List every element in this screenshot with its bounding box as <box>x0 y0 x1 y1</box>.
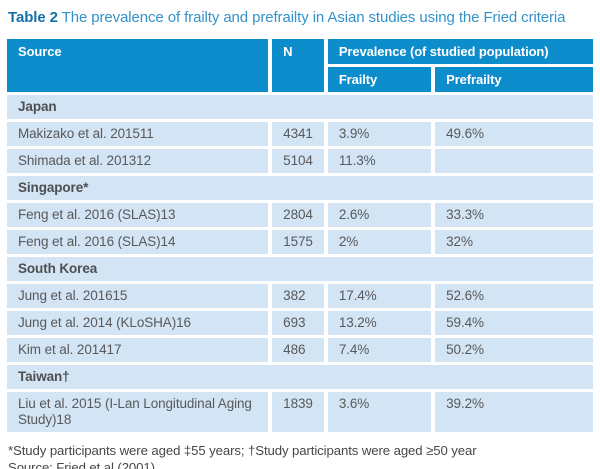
cell-frailty: 3.6% <box>327 392 432 432</box>
table-row: Liu et al. 2015 (I-Lan Longitudinal Agin… <box>7 392 593 432</box>
cell-n: 1575 <box>272 230 324 254</box>
cell-frailty: 3.9% <box>327 122 432 146</box>
cell-frailty: 2% <box>327 230 432 254</box>
section-label: Japan <box>7 95 593 119</box>
cell-prefrailty: 52.6% <box>435 284 593 308</box>
cell-source: Jung et al. 201615 <box>7 284 269 308</box>
col-header-n: N <box>272 39 324 92</box>
cell-source: Jung et al. 2014 (KLoSHA)16 <box>7 311 269 335</box>
table-row: Feng et al. 2016 (SLAS)13 2804 2.6% 33.3% <box>7 203 593 227</box>
header-row-sub: Frailty Prefrailty <box>7 67 593 92</box>
section-row: South Korea <box>7 257 593 281</box>
cell-source: Liu et al. 2015 (I-Lan Longitudinal Agin… <box>7 392 269 432</box>
footnote-age-criteria: *Study participants were aged ‡55 years;… <box>8 443 477 458</box>
footnotes: *Study participants were aged ‡55 years;… <box>8 442 593 469</box>
cell-source: Kim et al. 201417 <box>7 338 269 362</box>
table-row: Feng et al. 2016 (SLAS)14 1575 2% 32% <box>7 230 593 254</box>
col-header-prefrailty: Prefrailty <box>435 67 593 92</box>
table-row: Kim et al. 201417 486 7.4% 50.2% <box>7 338 593 362</box>
header-row-top: Source N Prevalence (of studied populati… <box>7 39 593 92</box>
table-row: Makizako et al. 201511 4341 3.9% 49.6% <box>7 122 593 146</box>
col-header-frailty: Frailty <box>327 67 432 92</box>
cell-prefrailty: 33.3% <box>435 203 593 227</box>
section-row: Japan <box>7 95 593 119</box>
cell-frailty: 2.6% <box>327 203 432 227</box>
cell-prefrailty: 50.2% <box>435 338 593 362</box>
cell-n: 2804 <box>272 203 324 227</box>
table-row: Jung et al. 201615 382 17.4% 52.6% <box>7 284 593 308</box>
section-label: Taiwan† <box>7 365 593 389</box>
table-caption: Table 2 The prevalence of frailty and pr… <box>8 9 593 27</box>
table-body: Japan Makizako et al. 201511 4341 3.9% 49.6%… <box>7 95 593 432</box>
cell-frailty: 11.3% <box>327 149 432 173</box>
section-label: South Korea <box>7 257 593 281</box>
cell-prefrailty: 39.2% <box>435 392 593 432</box>
cell-n: 1839 <box>272 392 324 432</box>
section-row: Singapore* <box>7 176 593 200</box>
frailty-prevalence-table: Source N Prevalence (of studied populati… <box>3 36 597 435</box>
section-label: Singapore* <box>7 176 593 200</box>
cell-prefrailty: 59.4% <box>435 311 593 335</box>
table-caption-label: Table 2 <box>8 9 58 26</box>
col-header-prevalence: Prevalence (of studied population) <box>327 39 593 64</box>
cell-prefrailty: 49.6% <box>435 122 593 146</box>
table-row: Jung et al. 2014 (KLoSHA)16 693 13.2% 59.4% <box>7 311 593 335</box>
cell-frailty: 7.4% <box>327 338 432 362</box>
cell-n: 486 <box>272 338 324 362</box>
cell-n: 693 <box>272 311 324 335</box>
cell-source: Feng et al. 2016 (SLAS)13 <box>7 203 269 227</box>
cell-frailty: 13.2% <box>327 311 432 335</box>
cell-n: 382 <box>272 284 324 308</box>
cell-n: 4341 <box>272 122 324 146</box>
cell-prefrailty: 32% <box>435 230 593 254</box>
cell-source: Makizako et al. 201511 <box>7 122 269 146</box>
cell-prefrailty <box>435 149 593 173</box>
footnote-source-citation: Source: Fried et al (2001) <box>8 460 155 469</box>
cell-n: 5104 <box>272 149 324 173</box>
col-header-source: Source <box>7 39 269 92</box>
section-row: Taiwan† <box>7 365 593 389</box>
cell-source: Shimada et al. 201312 <box>7 149 269 173</box>
table-header: Source N Prevalence (of studied populati… <box>7 39 593 92</box>
table-row: Shimada et al. 201312 5104 11.3% <box>7 149 593 173</box>
cell-frailty: 17.4% <box>327 284 432 308</box>
table-caption-text: The prevalence of frailty and prefrailty… <box>61 9 566 26</box>
cell-source: Feng et al. 2016 (SLAS)14 <box>7 230 269 254</box>
